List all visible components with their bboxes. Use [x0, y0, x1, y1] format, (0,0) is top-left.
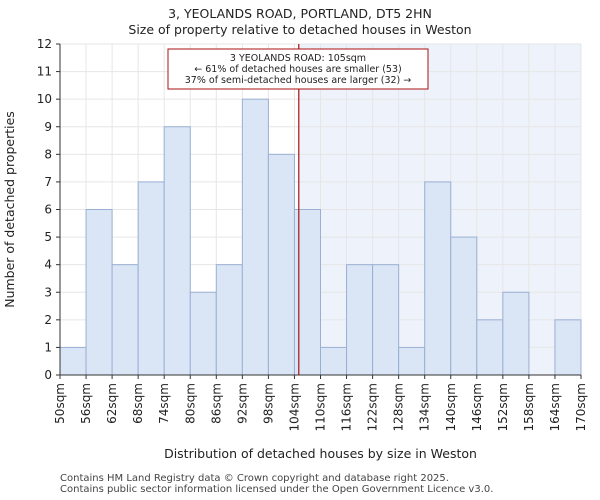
x-tick-label: 110sqm — [314, 383, 328, 431]
x-tick-label: 56sqm — [79, 383, 93, 424]
x-tick-label: 164sqm — [548, 383, 562, 431]
x-tick-label: 86sqm — [209, 383, 223, 424]
histogram-bar — [241, 98, 269, 376]
x-tick-label: 152sqm — [496, 383, 510, 431]
histogram-bar — [450, 236, 478, 376]
x-tick-label: 80sqm — [183, 383, 197, 424]
histogram-bar — [267, 153, 295, 376]
histogram-bar — [59, 346, 87, 376]
x-tick-label: 128sqm — [392, 383, 406, 431]
y-tick-label: 4 — [44, 258, 52, 272]
x-tick-label: 134sqm — [418, 383, 432, 431]
x-tick-label: 170sqm — [574, 383, 588, 431]
chart-title: 3, YEOLANDS ROAD, PORTLAND, DT5 2HN — [168, 6, 432, 21]
histogram-bar — [189, 291, 217, 376]
histogram-bar — [476, 319, 504, 376]
y-tick-label: 8 — [44, 147, 52, 161]
annotation-line: 3 YEOLANDS ROAD: 105sqm — [230, 53, 366, 64]
histogram-bar — [372, 264, 400, 376]
histogram-bar — [424, 181, 452, 376]
x-tick-label: 74sqm — [157, 383, 171, 424]
histogram-bar — [502, 291, 530, 376]
x-tick-label: 98sqm — [261, 383, 275, 424]
histogram-bar — [215, 264, 243, 376]
y-tick-label: 1 — [44, 340, 52, 354]
y-tick-label: 3 — [44, 285, 52, 299]
histogram-bar — [163, 126, 191, 376]
y-tick-label: 12 — [37, 37, 52, 51]
histogram-bar — [398, 346, 426, 376]
y-tick-label: 2 — [44, 313, 52, 327]
footer-line-2: Contains public sector information licen… — [60, 484, 494, 495]
histogram-bar — [554, 319, 582, 376]
histogram-bar — [320, 346, 348, 376]
annotation-line: 37% of semi-detached houses are larger (… — [185, 75, 412, 86]
annotation-box — [167, 48, 429, 90]
x-tick-label: 104sqm — [287, 383, 301, 431]
y-tick-label: 10 — [37, 92, 52, 106]
y-tick-label: 7 — [44, 175, 52, 189]
histogram-bar — [85, 209, 113, 376]
x-tick-label: 146sqm — [470, 383, 484, 431]
y-tick-label: 9 — [44, 120, 52, 134]
y-tick-label: 5 — [44, 230, 52, 244]
x-tick-label: 92sqm — [235, 383, 249, 424]
histogram-bar — [111, 264, 139, 376]
y-tick-label: 11 — [37, 65, 52, 79]
x-tick-label: 116sqm — [340, 383, 354, 431]
histogram-bar — [346, 264, 374, 376]
y-tick-label: 0 — [44, 368, 52, 382]
x-axis-title: Distribution of detached houses by size … — [164, 446, 477, 461]
y-tick-label: 6 — [44, 203, 52, 217]
x-tick-label: 122sqm — [366, 383, 380, 431]
x-tick-label: 68sqm — [131, 383, 145, 424]
footer-line-1: Contains HM Land Registry data © Crown c… — [60, 473, 449, 484]
y-axis-title: Number of detached properties — [2, 111, 17, 308]
x-tick-label: 50sqm — [53, 383, 67, 424]
x-tick-label: 140sqm — [444, 383, 458, 431]
histogram-bar — [137, 181, 165, 376]
chart-subtitle: Size of property relative to detached ho… — [128, 22, 472, 37]
x-tick-label: 62sqm — [105, 383, 119, 424]
x-tick-label: 158sqm — [522, 383, 536, 431]
annotation-line: ← 61% of detached houses are smaller (53… — [194, 64, 401, 75]
